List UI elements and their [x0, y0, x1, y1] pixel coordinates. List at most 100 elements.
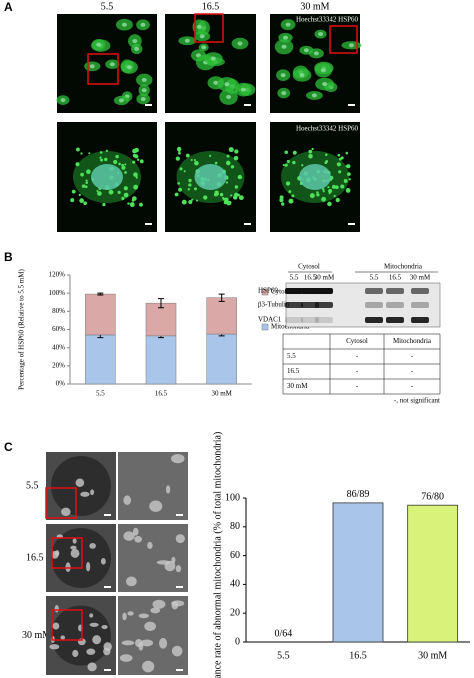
band — [315, 288, 333, 294]
mitochondria-dot — [348, 178, 351, 181]
mitochondria-dot — [178, 151, 181, 155]
zoom-box — [194, 13, 224, 43]
mitochondria-dot — [176, 146, 182, 152]
mitochondria-dot — [188, 200, 193, 205]
nucleus — [320, 68, 326, 73]
mitochondria-dot — [185, 153, 190, 158]
mitochondria-dot — [338, 170, 342, 174]
nucleus — [118, 98, 124, 103]
mitochondria-dot — [286, 159, 290, 163]
mitochondria-dot — [99, 151, 103, 154]
vacuole — [138, 613, 149, 619]
table-cell: 5.5 — [287, 352, 296, 360]
nucleus — [201, 45, 207, 50]
table-cell: 30 mM — [287, 382, 308, 390]
y-tick-label: 100 — [225, 492, 240, 503]
scale-bar — [244, 104, 251, 106]
mitochondria-dot — [183, 170, 186, 173]
vacuole — [65, 562, 71, 573]
nucleus — [282, 35, 288, 40]
vacuole — [159, 637, 168, 649]
band — [411, 302, 429, 308]
y-tick-label: 20 — [230, 607, 240, 618]
mitochondria-dot — [316, 193, 320, 197]
mitochondria-dot — [196, 199, 199, 202]
lane-label: 16.5 — [304, 274, 317, 282]
scale-bar — [104, 514, 111, 516]
nucleus — [96, 42, 102, 47]
bar-segment — [85, 293, 116, 336]
mitochondria-dot — [309, 193, 315, 199]
y-tick-label: 60% — [52, 325, 65, 333]
y-tick-label: 80 — [230, 521, 240, 532]
mitochondria-dot — [75, 162, 80, 167]
mitochondria-dot — [209, 154, 212, 157]
mitochondria-dot — [113, 159, 118, 165]
vacuole — [140, 639, 154, 647]
nucleus — [140, 97, 146, 102]
lane-label: 5.5 — [370, 274, 379, 282]
vacuole — [86, 648, 96, 655]
blot-row-label: β3-Tubulin — [258, 301, 290, 309]
y-tick-label: 40 — [230, 579, 240, 590]
zoom-box — [51, 537, 83, 569]
nucleus — [318, 32, 324, 37]
vacuole — [90, 489, 95, 496]
row-label: 16.5 — [26, 552, 44, 563]
nucleus — [348, 43, 354, 48]
y-tick-label: 120% — [49, 271, 66, 279]
mitochondria-dot — [288, 198, 294, 204]
vacuole — [126, 576, 137, 587]
nucleus — [226, 94, 232, 99]
legend-swatch — [261, 323, 269, 331]
mitochondria-dot — [214, 161, 218, 165]
band — [365, 288, 383, 294]
table-cell: - — [411, 367, 414, 375]
vacuole — [123, 531, 135, 541]
mitochondria-dot — [224, 197, 229, 203]
blot-row-label: VDAC1 — [258, 316, 282, 324]
mitochondria-dot — [238, 195, 244, 201]
mitochondria-dot — [132, 148, 137, 154]
stain-label: Hoechst33342 HSP60 — [296, 16, 359, 24]
mitochondria-dot — [321, 196, 327, 202]
mitochondria-dot — [86, 169, 91, 175]
vacuole — [152, 599, 166, 609]
mitochondria-dot — [311, 147, 314, 151]
vacuole — [86, 561, 91, 572]
error-bar — [158, 298, 164, 309]
mitochondria-dot — [191, 198, 194, 201]
nucleus — [281, 44, 287, 49]
vacuole — [100, 558, 106, 565]
value-label: 86/89 — [347, 489, 370, 500]
value-label: 0/64 — [274, 628, 292, 639]
vacuole — [134, 535, 142, 543]
nucleus — [196, 24, 202, 29]
scale-bar — [176, 669, 183, 671]
mitochondria-dot — [284, 163, 288, 167]
vacuole — [49, 644, 60, 650]
nucleus — [299, 73, 305, 78]
band — [386, 302, 404, 308]
mitochondria-dot — [292, 150, 297, 155]
vacuole — [132, 527, 139, 536]
nucleus — [322, 82, 328, 87]
mitochondria-dot — [70, 198, 75, 203]
zoom-box — [329, 25, 358, 54]
lane-label: 5.5 — [290, 274, 299, 282]
mitochondria-dot — [234, 185, 239, 189]
error-bar — [218, 293, 225, 302]
nucleus — [199, 34, 205, 39]
mitochondria-dot — [230, 194, 233, 197]
mitochondria-dot — [99, 156, 102, 159]
mitochondria-dot — [347, 172, 351, 176]
scale-bar — [145, 223, 152, 225]
mitochondria-dot — [181, 199, 187, 205]
mitochondria-dot — [301, 164, 304, 167]
nucleus — [121, 22, 127, 27]
vacuole — [119, 654, 133, 662]
y-axis-label: Appearance rate of abnormal mitochondria… — [212, 432, 223, 678]
mitochondria-dot — [288, 190, 292, 194]
column-label: 5.5 — [101, 1, 114, 12]
